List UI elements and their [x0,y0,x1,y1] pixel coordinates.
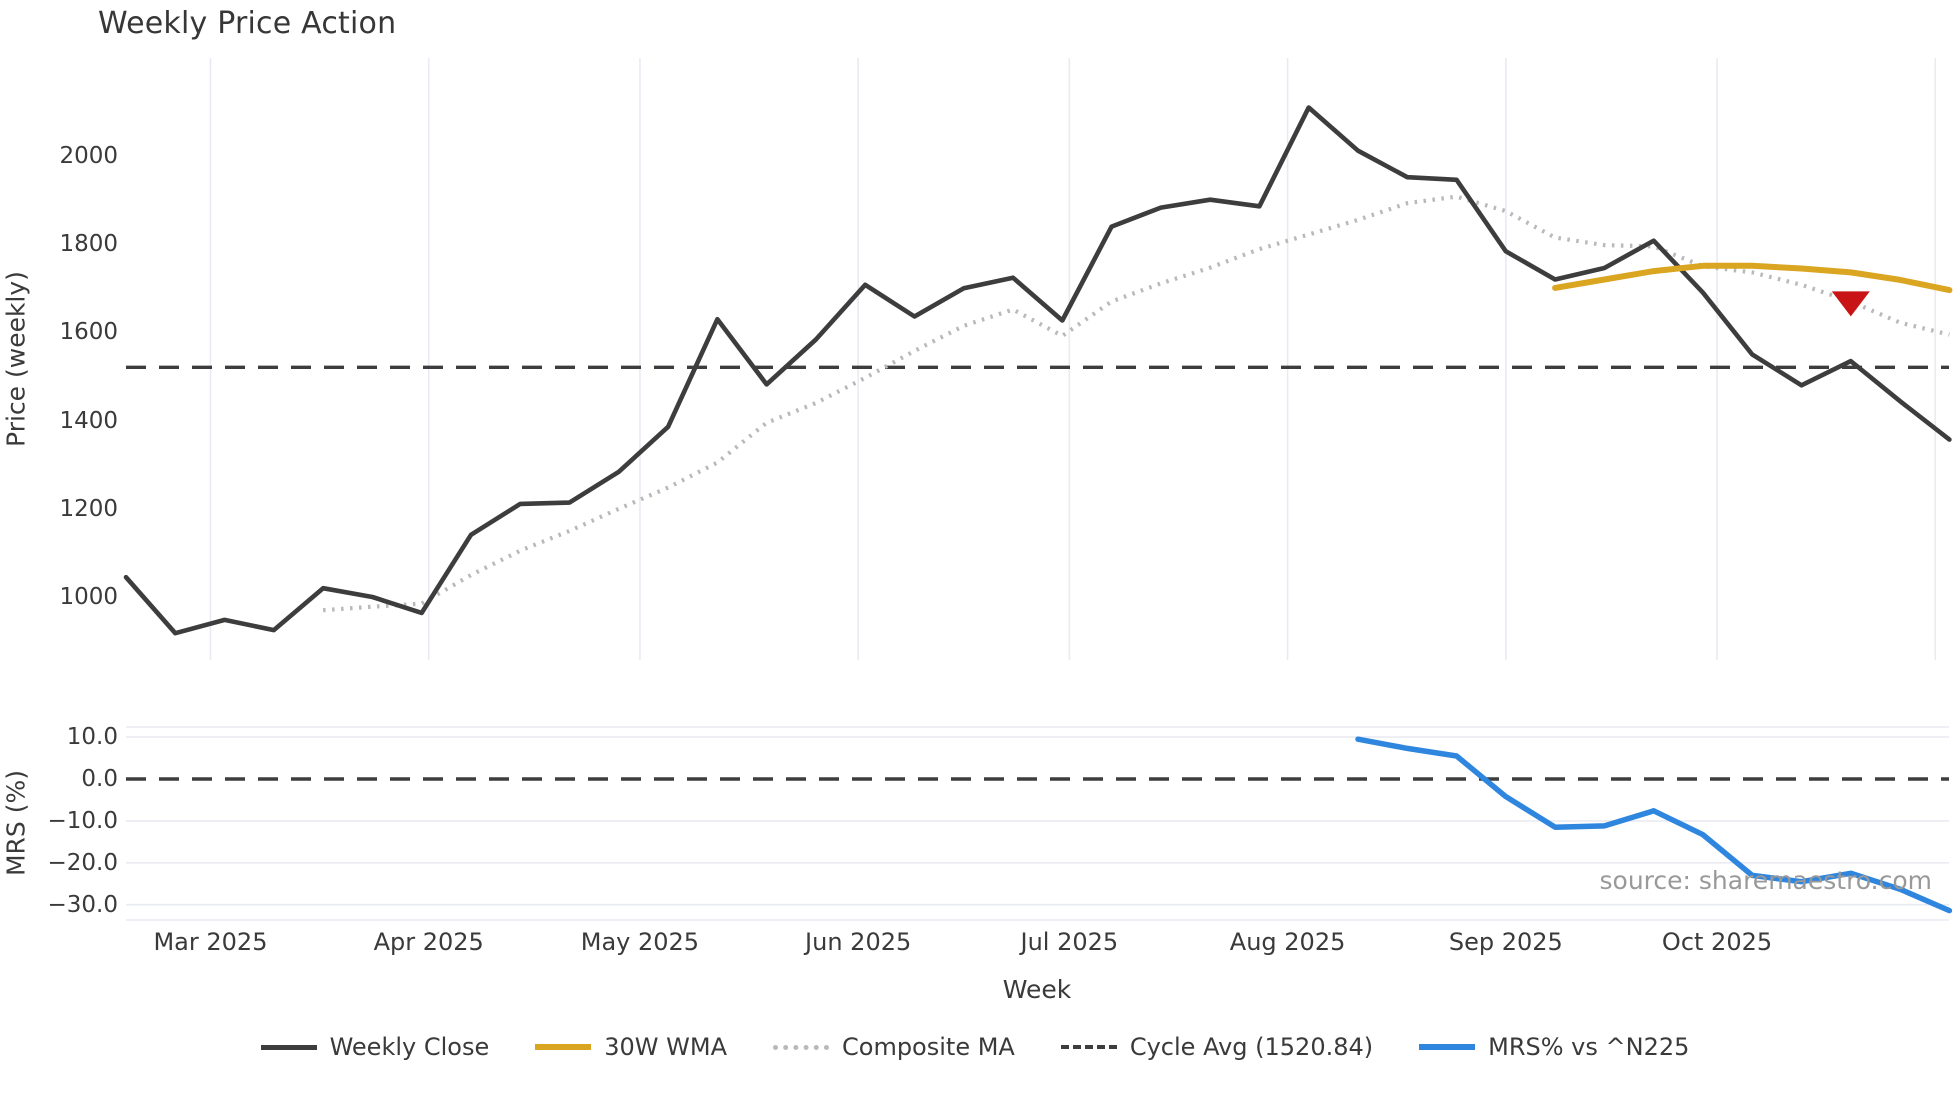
cycle-avg-line-swatch [1060,1045,1117,1049]
sell-signal-triangle-down-icon [1831,291,1870,317]
legend-label: 30W WMA [604,1033,727,1061]
legend-item-cycle-avg: Cycle Avg (1520.84) [1060,1033,1374,1061]
mrs-tick-label: −30.0 [47,891,118,918]
legend-item-30w-wma: 30W WMA [535,1033,727,1061]
price-tick-label: 1400 [59,407,118,434]
x-tick-label: Jun 2025 [805,928,912,956]
series-30w-wma [1552,262,1953,294]
mrs-tick-label: 10.0 [66,724,118,751]
x-tick-label: May 2025 [580,928,700,956]
x-tick-label: Mar 2025 [153,928,268,956]
legend-label: Composite MA [842,1033,1015,1061]
series-composite-ma [322,194,1950,613]
legend-item-mrs: MRS% vs ^N225 [1419,1033,1689,1061]
x-tick-label: Jul 2025 [1020,928,1119,956]
chart-title: Weekly Price Action [98,6,397,41]
legend-label: Weekly Close [329,1033,490,1061]
legend-label: Cycle Avg (1520.84) [1129,1033,1374,1061]
x-tick-label: Apr 2025 [373,928,484,956]
composite-ma-line-swatch [773,1044,829,1050]
legend-item-weekly-close: Weekly Close [260,1033,490,1061]
mrs-tick-label: 0.0 [81,766,118,792]
price-tick-label: 1800 [59,231,118,258]
price-tick-label: 1600 [59,319,118,346]
x-tick-label: Sep 2025 [1448,928,1563,956]
legend-item-composite-ma: Composite MA [773,1033,1015,1061]
legend-label: MRS% vs ^N225 [1488,1033,1690,1061]
week-axis-label: Week [1002,975,1072,1004]
price-tick-label: 1000 [59,584,118,610]
mrs-tick-label: −10.0 [47,807,118,834]
mrs-tick-label: −20.0 [47,849,118,876]
x-tick-label: Aug 2025 [1229,928,1346,956]
price-tick-label: 2000 [59,143,118,169]
legend: Weekly Close 30W WMA Composite MA Cycle … [126,1033,1824,1061]
x-tick-label: Oct 2025 [1661,928,1773,956]
mrs-line-swatch [1419,1044,1476,1050]
source-attribution: source: sharemaestro.com [1599,866,1933,895]
series-mrs-vs-n225 [1355,736,1953,914]
series-weekly-close [123,105,1952,636]
wma-line-swatch [535,1044,592,1050]
weekly-close-line-swatch [260,1044,317,1050]
price-tick-label: 1200 [59,495,118,522]
